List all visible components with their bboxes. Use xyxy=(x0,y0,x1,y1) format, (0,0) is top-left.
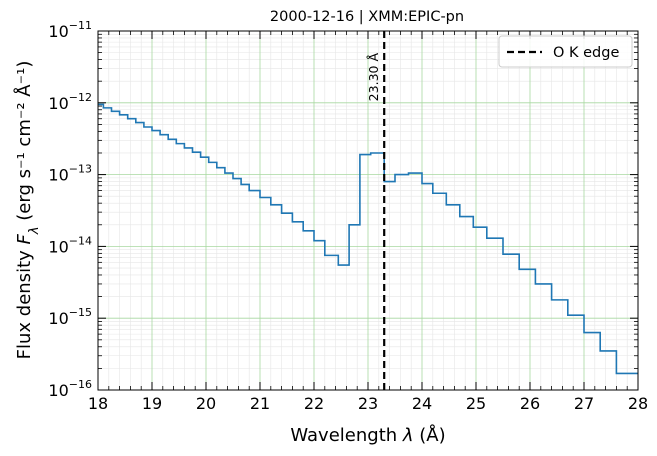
legend-label: O K edge xyxy=(553,45,619,61)
y-axis-label: Flux density Fλ (erg s⁻¹ cm⁻² Å⁻¹) xyxy=(13,61,42,360)
x-tick-label: 24 xyxy=(412,394,432,413)
flux-series-line xyxy=(98,103,638,375)
x-tick-label: 26 xyxy=(520,394,540,413)
x-tick-label: 22 xyxy=(304,394,324,413)
y-tick-label: 10−11 xyxy=(48,19,92,41)
x-tick-label: 23 xyxy=(358,394,378,413)
chart-title: 2000-12-16 | XMM:EPIC-pn xyxy=(270,9,464,25)
x-tick-label: 19 xyxy=(142,394,162,413)
x-tick-label: 20 xyxy=(196,394,216,413)
x-tick-label: 18 xyxy=(88,394,108,413)
x-tick-label: 28 xyxy=(628,394,648,413)
x-axis-label: Wavelength λ (Å) xyxy=(290,424,445,446)
y-tick-label: 10−16 xyxy=(48,378,92,400)
legend-box xyxy=(498,35,633,68)
legend: O K edge xyxy=(498,35,633,68)
y-tick-labels: 10−16 10−15 10−14 10−13 10−12 10−11 xyxy=(48,19,92,400)
axis-ticks xyxy=(97,30,639,391)
x-tick-label: 27 xyxy=(574,394,594,413)
y-tick-label: 10−14 xyxy=(48,234,92,256)
x-tick-label: 25 xyxy=(466,394,486,413)
x-tick-label: 21 xyxy=(250,394,270,413)
y-tick-label: 10−13 xyxy=(48,163,92,185)
x-tick-labels: 18 19 20 21 22 23 24 25 26 27 28 xyxy=(88,394,648,413)
y-tick-label: 10−15 xyxy=(48,306,92,328)
y-tick-label: 10−12 xyxy=(48,91,92,113)
edge-annotation: 23.30 Å xyxy=(366,53,381,102)
